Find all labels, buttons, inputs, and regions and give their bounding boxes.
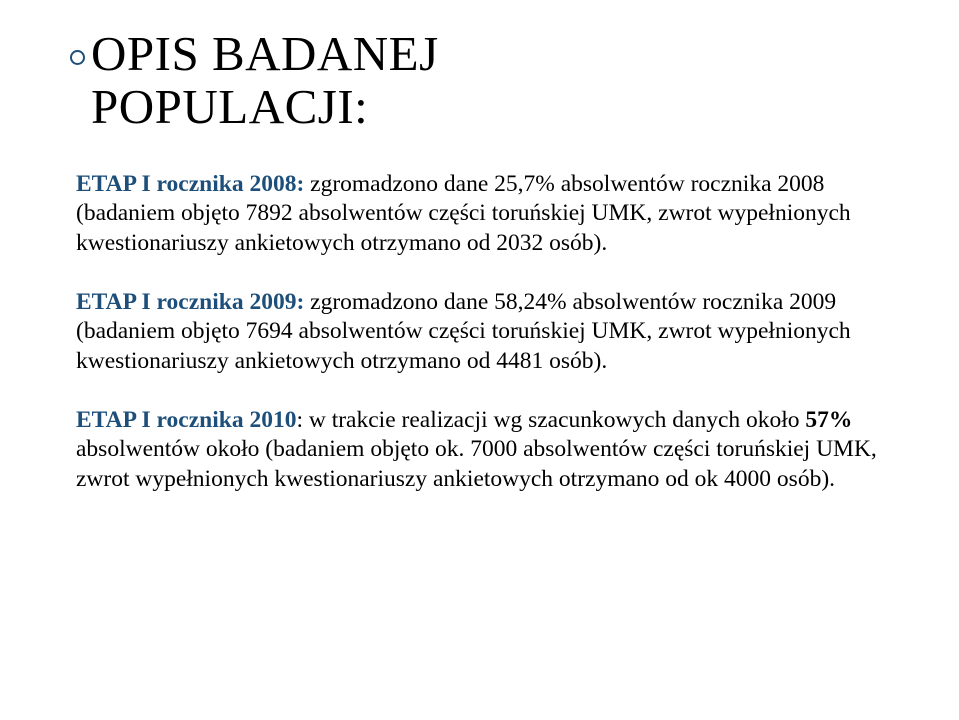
paragraph-3-text-after: absolwentów około (badaniem objęto ok. 7… [76, 436, 877, 491]
bullet-circle-icon [70, 50, 85, 65]
paragraph-1: ETAP I rocznika 2008: zgromadzono dane 2… [76, 170, 889, 258]
title-row: OPIS BADANEJ POPULACJI: [70, 28, 889, 134]
paragraph-1-label: ETAP I rocznika 2008: [76, 171, 304, 197]
slide-container: OPIS BADANEJ POPULACJI: ETAP I rocznika … [0, 0, 959, 720]
title-line-1: OPIS BADANEJ [91, 26, 439, 81]
paragraph-3: ETAP I rocznika 2010: w trakcie realizac… [76, 406, 889, 494]
slide-title: OPIS BADANEJ POPULACJI: [91, 28, 439, 134]
paragraph-2: ETAP I rocznika 2009: zgromadzono dane 5… [76, 288, 889, 376]
paragraph-3-label: ETAP I rocznika 2010 [76, 407, 296, 433]
slide-body: ETAP I rocznika 2008: zgromadzono dane 2… [76, 170, 889, 494]
title-line-2: POPULACJI: [91, 79, 368, 134]
paragraph-3-text-before: : w trakcie realizacji wg szacunkowych d… [296, 407, 805, 433]
paragraph-3-bold: 57% [805, 407, 852, 433]
paragraph-2-label: ETAP I rocznika 2009: [76, 289, 304, 315]
